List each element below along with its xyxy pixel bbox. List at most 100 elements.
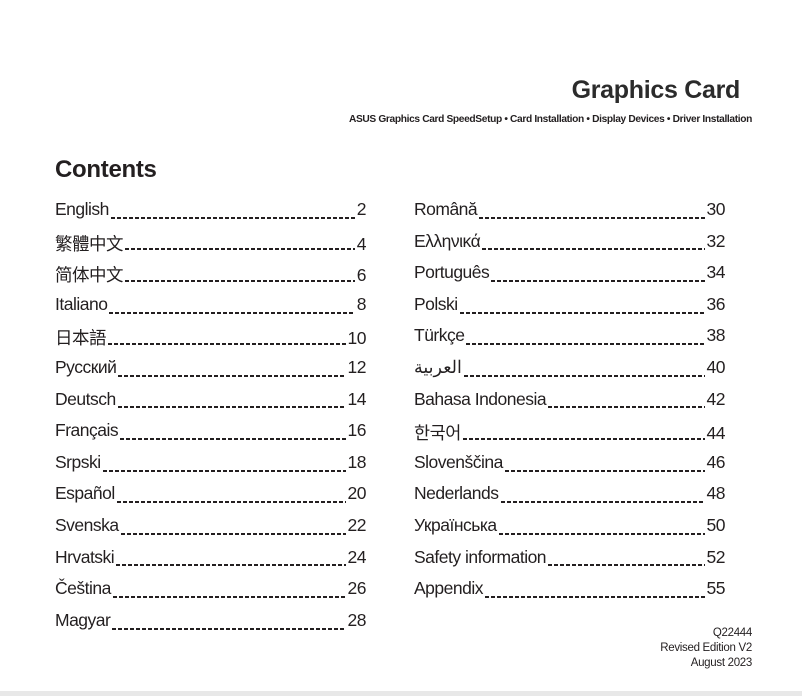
toc-entry-label: Safety information — [414, 546, 547, 567]
toc-entry[interactable]: Українська 50 — [414, 514, 726, 547]
toc-entry-label: Русский — [55, 356, 117, 377]
dot-leader — [482, 248, 705, 251]
toc-entry-label: 日本語 — [55, 328, 107, 349]
toc-entry[interactable]: Appendix 55 — [414, 578, 726, 610]
toc-entry-page: 42 — [706, 388, 726, 409]
dot-leader — [125, 279, 355, 282]
toc-entry[interactable]: Svenska 22 — [55, 514, 367, 547]
dot-leader — [120, 532, 346, 535]
toc-entry-page: 16 — [347, 420, 367, 441]
toc-entry[interactable]: Русский 12 — [55, 356, 367, 389]
toc-entry[interactable]: 한국어 44 — [414, 420, 726, 452]
dot-leader — [459, 311, 705, 314]
toc-entry-label: Italiano — [55, 293, 108, 314]
toc-entry-label: Čeština — [55, 578, 111, 599]
page-edge — [0, 691, 802, 696]
dot-leader — [500, 501, 705, 504]
toc-entry-label: Português — [414, 262, 490, 283]
toc-entry[interactable]: العربية 40 — [414, 356, 726, 389]
document-subtitle: ASUS Graphics Card SpeedSetup • Card Ins… — [348, 114, 752, 125]
dot-leader — [484, 595, 705, 598]
toc-entry[interactable]: Srpski 18 — [55, 452, 367, 484]
dot-leader — [463, 374, 705, 377]
dot-leader — [491, 279, 705, 282]
document-title: Graphics Card — [571, 76, 741, 104]
toc-entry-page: 34 — [706, 262, 726, 283]
toc-entry-page: 24 — [347, 546, 367, 567]
toc-entry-page: 40 — [706, 356, 726, 377]
toc-entry-page: 28 — [347, 609, 367, 630]
toc-entry-page: 44 — [706, 423, 726, 444]
toc-entry[interactable]: Polski 36 — [414, 293, 726, 326]
toc-entry[interactable]: English 2 — [55, 199, 367, 231]
toc-entry-page: 2 — [356, 199, 367, 219]
document-footer: Q22444 Revised Edition V2 August 2023 — [660, 626, 752, 671]
dot-leader — [108, 343, 346, 346]
toc-entry-page: 14 — [347, 388, 367, 409]
toc-entry-label: 简体中文 — [55, 265, 124, 286]
toc-entry-page: 4 — [356, 233, 367, 254]
toc-entry[interactable]: Magyar 28 — [55, 609, 367, 642]
toc-entry-page: 46 — [706, 451, 726, 472]
dot-leader — [102, 469, 346, 472]
toc-entry[interactable]: Français 16 — [55, 420, 367, 452]
toc-entry[interactable]: Deutsch 14 — [55, 388, 367, 421]
dot-leader — [462, 437, 705, 440]
toc-entry-label: Français — [55, 420, 119, 441]
dot-leader — [466, 343, 705, 346]
toc-right-column: Română 30 Ελληνικά 32 Português 34 Polski 36 Tür… — [414, 199, 726, 610]
toc-entry[interactable]: Türkçe 38 — [414, 325, 726, 357]
toc-entry-label: Polski — [414, 293, 458, 314]
toc-entry[interactable]: Română 30 — [414, 199, 726, 231]
toc-entry-label: Українська — [414, 514, 497, 535]
toc-entry-label: Svenska — [55, 514, 119, 535]
toc-entry-label: 繁體中文 — [55, 233, 124, 254]
toc-entry-page: 38 — [706, 325, 726, 346]
toc-entry[interactable]: Hrvatski 24 — [55, 546, 367, 579]
dot-leader — [548, 406, 705, 409]
toc-entry[interactable]: 日本語 10 — [55, 325, 367, 357]
toc-entry[interactable]: Safety information 52 — [414, 546, 726, 579]
toc-entry-label: Slovenščina — [414, 451, 503, 472]
toc-entry-page: 55 — [706, 578, 726, 599]
toc-entry-page: 10 — [347, 328, 367, 349]
dot-leader — [116, 564, 346, 567]
toc-entry-page: 30 — [706, 199, 726, 219]
dot-leader — [125, 248, 355, 251]
dot-leader — [116, 501, 346, 504]
toc-entry-page: 50 — [706, 514, 726, 535]
toc-entry-label: العربية — [414, 356, 462, 377]
toc-entry-label: Bahasa Indonesia — [414, 388, 547, 409]
toc-entry-page: 36 — [706, 293, 726, 314]
document-date: August 2023 — [690, 657, 753, 669]
dot-leader — [112, 595, 346, 598]
dot-leader — [112, 627, 346, 630]
toc-entry-label: English — [55, 199, 109, 219]
dot-leader — [498, 532, 705, 535]
toc-entry-label: Ελληνικά — [414, 230, 481, 251]
dot-leader — [504, 469, 705, 472]
dot-leader — [548, 564, 705, 567]
toc-entry[interactable]: 繁體中文 4 — [55, 231, 367, 263]
document-code: Q22444 — [712, 627, 752, 639]
dot-leader — [118, 374, 346, 377]
toc-entry[interactable]: Português 34 — [414, 262, 726, 294]
toc-entry[interactable]: Bahasa Indonesia 42 — [414, 388, 726, 421]
toc-entry[interactable]: Español 20 — [55, 483, 367, 515]
toc-entry[interactable]: Slovenščina 46 — [414, 451, 726, 484]
toc-entry[interactable]: 简体中文 6 — [55, 262, 367, 294]
toc-entry-label: Español — [55, 483, 115, 504]
dot-leader — [120, 437, 346, 440]
toc-left-column: English 2 繁體中文 4 简体中文 6 Italiano 8 日本語 10 Русский 1… — [55, 199, 367, 642]
toc-entry[interactable]: Nederlands 48 — [414, 483, 726, 515]
toc-entry-page: 48 — [706, 483, 726, 504]
toc-entry-label: Nederlands — [414, 483, 499, 504]
toc-entry[interactable]: Ελληνικά 32 — [414, 230, 726, 263]
toc-entry[interactable]: Italiano 8 — [55, 293, 367, 326]
document-edition: Revised Edition V2 — [660, 642, 752, 654]
toc-entry-page: 22 — [347, 514, 367, 535]
toc-entry-label: Deutsch — [55, 388, 116, 409]
contents-heading: Contents — [55, 156, 157, 183]
toc-entry[interactable]: Čeština 26 — [55, 578, 367, 610]
dot-leader — [109, 311, 355, 314]
